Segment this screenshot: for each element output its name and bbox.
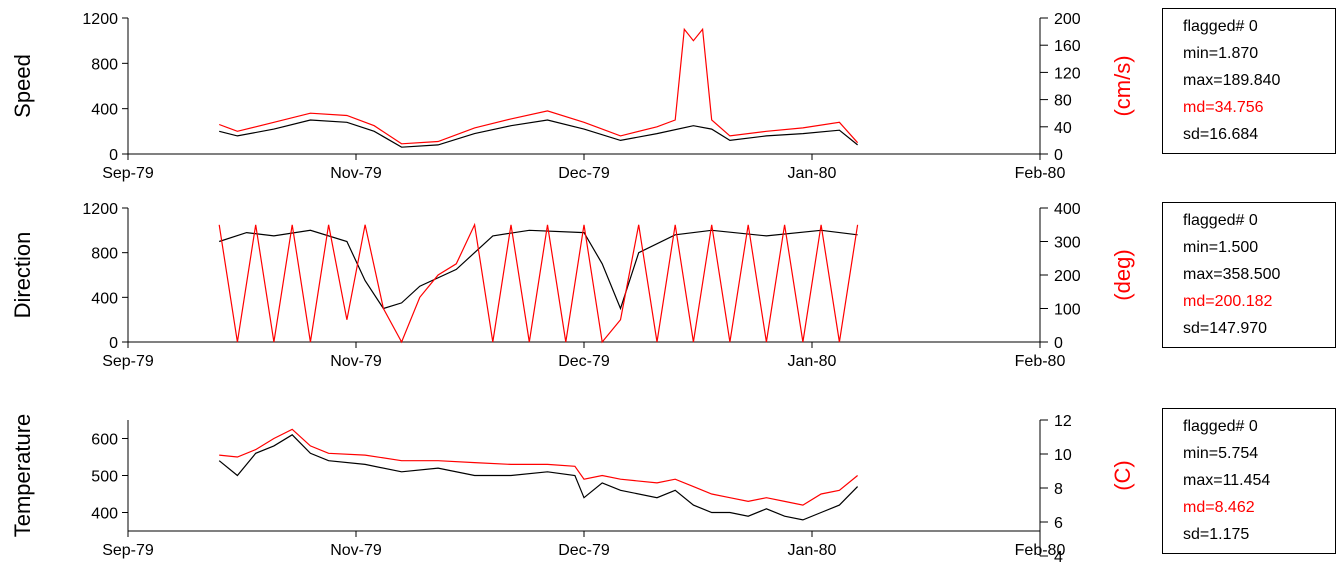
x-tick-label: Feb-80 [1015, 165, 1066, 182]
speed-stats-box: flagged# 0 min=1.870 max=189.840 md=34.7… [1162, 8, 1336, 154]
y-tick-label: 400 [91, 102, 118, 119]
stats-flagged: flagged# 0 [1183, 18, 1258, 35]
y2-tick-label: 10 [1054, 447, 1072, 464]
y2-tick-label: 200 [1054, 11, 1081, 28]
x-tick-label: Sep-79 [102, 542, 154, 559]
stats-sd: sd=147.970 [1183, 320, 1268, 337]
y2-tick-label: 200 [1054, 268, 1081, 285]
y-tick-label: 0 [109, 147, 118, 164]
y2-tick-label: 80 [1054, 93, 1072, 110]
y2-tick-label: 0 [1054, 147, 1063, 164]
stats-md: md=34.756 [1183, 99, 1264, 116]
y-axis-label: Temperature [10, 414, 35, 538]
x-tick-label: Nov-79 [330, 353, 382, 370]
series-line-red [218, 222, 859, 344]
temperature-stats-box: flagged# 0 min=5.754 max=11.454 md=8.462… [1162, 408, 1336, 554]
y2-axis-label: (deg) [1110, 249, 1135, 300]
y-tick-label: 500 [91, 469, 118, 486]
x-tick-label: Feb-80 [1015, 353, 1066, 370]
stats-md: md=200.182 [1183, 293, 1273, 310]
x-tick-label: Nov-79 [330, 542, 382, 559]
y2-tick-label: 160 [1054, 38, 1081, 55]
y-tick-label: 1200 [82, 11, 118, 28]
direction-stats-box: flagged# 0 min=1.500 max=358.500 md=200.… [1162, 202, 1336, 348]
x-tick-label: Dec-79 [558, 353, 610, 370]
y2-tick-label: 12 [1054, 413, 1072, 430]
speed-panel: 0 400 800 1200 0 40 80 120 160 200 Sep-79 Nov-79 Dec… [10, 11, 1135, 182]
stats-min: min=1.870 [1183, 45, 1259, 62]
series-line-black [219, 119, 858, 148]
x-tick-label: Jan-80 [788, 353, 837, 370]
stats-min: min=5.754 [1183, 445, 1259, 462]
x-tick-label: Jan-80 [788, 542, 837, 559]
stats-sd: sd=16.684 [1183, 126, 1259, 143]
x-tick-label: Dec-79 [558, 542, 610, 559]
stats-min: min=1.500 [1183, 239, 1259, 256]
x-tick-label: Dec-79 [558, 165, 610, 182]
y2-tick-label: 400 [1054, 201, 1081, 218]
stats-max: max=11.454 [1183, 472, 1271, 489]
y2-tick-label: 0 [1054, 335, 1063, 352]
y2-axis-label: (cm/s) [1110, 55, 1135, 116]
x-tick-label: Feb-80 [1015, 542, 1066, 559]
stats-max: max=189.840 [1183, 72, 1281, 89]
y-axis-label: Direction [10, 232, 35, 319]
y-axis-label: Speed [10, 54, 35, 118]
y-tick-label: 800 [91, 246, 118, 263]
series-line-red [218, 27, 859, 145]
x-tick-label: Sep-79 [102, 165, 154, 182]
stats-md: md=8.462 [1183, 499, 1255, 516]
y-tick-label: 600 [91, 432, 118, 449]
y-tick-label: 400 [91, 290, 118, 307]
direction-panel: 0 400 800 1200 0 100 200 300 400 Sep-79 Nov-79 Dec-… [10, 201, 1135, 370]
y-tick-label: 800 [91, 56, 118, 73]
stats-max: max=358.500 [1183, 266, 1281, 283]
stats-sd: sd=1.175 [1183, 526, 1250, 543]
y2-tick-label: 4 [1054, 549, 1063, 566]
temperature-panel: 400 500 600 4 6 8 10 12 Sep-79 Nov-79 Dec-79 Jan-80… [10, 413, 1135, 566]
y2-tick-label: 8 [1054, 481, 1063, 498]
x-tick-label: Nov-79 [330, 165, 382, 182]
x-tick-label: Sep-79 [102, 353, 154, 370]
y-tick-label: 1200 [82, 201, 118, 218]
y2-tick-label: 100 [1054, 302, 1081, 319]
series-line-red [219, 428, 858, 506]
y2-tick-label: 6 [1054, 515, 1063, 532]
series-line-black [219, 229, 858, 311]
x-tick-label: Jan-80 [788, 165, 837, 182]
y2-tick-label: 40 [1054, 120, 1072, 137]
stats-flagged: flagged# 0 [1183, 418, 1258, 435]
y2-axis-label: (C) [1110, 460, 1135, 491]
y2-tick-label: 300 [1054, 235, 1081, 252]
stats-flagged: flagged# 0 [1183, 212, 1258, 229]
y-tick-label: 0 [109, 335, 118, 352]
y2-tick-label: 120 [1054, 65, 1081, 82]
y-tick-label: 400 [91, 506, 118, 523]
series-line-black [218, 434, 859, 521]
